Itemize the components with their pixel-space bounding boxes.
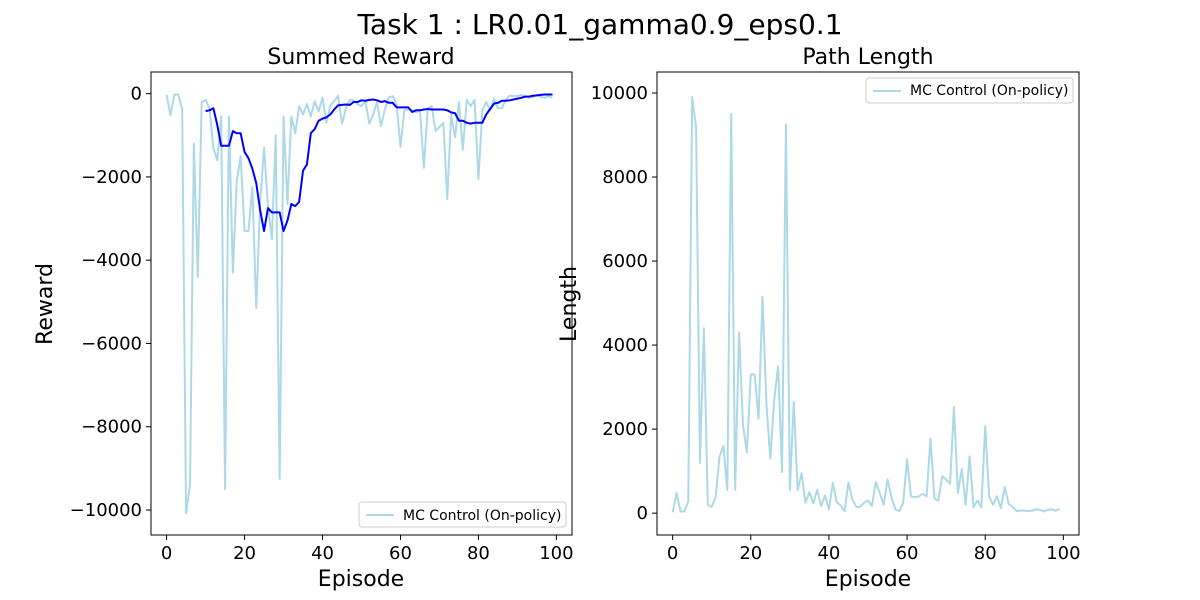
reward-y-tick-label: −8000: [81, 417, 142, 438]
length-x-tick-label: 0: [667, 543, 678, 564]
reward-legend: MC Control (On-policy): [358, 501, 567, 528]
reward-panel: Summed Reward Episode Reward 0 20 40 60 80 10…: [33, 45, 574, 592]
reward-y-tick-label: 0: [131, 84, 142, 105]
reward-series-line-1: [205, 93, 553, 233]
length-y-tick-label: 10000: [591, 83, 648, 104]
length-series-line-0: [671, 96, 1060, 513]
reward-x-tick-label: 60: [389, 543, 412, 564]
length-legend-box: [865, 77, 1074, 104]
length-y-tick-label: 2000: [602, 419, 648, 440]
reward-series-line-0: [165, 93, 553, 515]
reward-x-tick-label: 80: [467, 543, 490, 564]
length-x-axis-label: Episode: [825, 567, 911, 592]
length-y-tick-label: 6000: [602, 251, 648, 272]
length-x-tick-label: 60: [896, 543, 919, 564]
reward-x-tick-label: 20: [233, 543, 256, 564]
reward-legend-box: [358, 501, 567, 528]
length-x-tick-label: 20: [739, 543, 762, 564]
reward-y-tick-label: −10000: [70, 500, 142, 521]
reward-plot-frame: [150, 71, 573, 536]
reward-x-tick-label: 40: [311, 543, 334, 564]
reward-x-tick-label: 100: [539, 543, 573, 564]
reward-legend-label: MC Control (On-policy): [403, 508, 561, 524]
reward-x-tick-label: 0: [161, 543, 172, 564]
length-y-axis-label: Length: [557, 266, 582, 342]
length-panel: Path Length Episode Length 0 20 40 60 80 1000…: [557, 45, 1081, 592]
length-x-tick-label: 40: [817, 543, 840, 564]
reward-y-axis-label: Reward: [33, 263, 58, 345]
length-legend-label: MC Control (On-policy): [910, 83, 1068, 99]
length-legend: MC Control (On-policy): [865, 77, 1074, 104]
length-chart-title: Path Length: [802, 45, 933, 70]
reward-y-tick-label: −2000: [81, 167, 142, 188]
reward-chart-title: Summed Reward: [267, 45, 454, 70]
reward-x-axis-label: Episode: [318, 567, 404, 592]
length-y-tick-label: 8000: [602, 167, 648, 188]
length-y-tick-label: 4000: [602, 335, 648, 356]
length-plot-frame: [656, 71, 1080, 536]
length-y-tick-label: 0: [637, 503, 648, 524]
length-x-tick-label: 80: [974, 543, 997, 564]
length-x-tick-label: 100: [1046, 543, 1080, 564]
reward-y-tick-label: −6000: [81, 333, 142, 354]
figure-suptitle: Task 1 : LR0.01_gamma0.9_eps0.1: [356, 8, 842, 41]
reward-y-tick-label: −4000: [81, 250, 142, 271]
